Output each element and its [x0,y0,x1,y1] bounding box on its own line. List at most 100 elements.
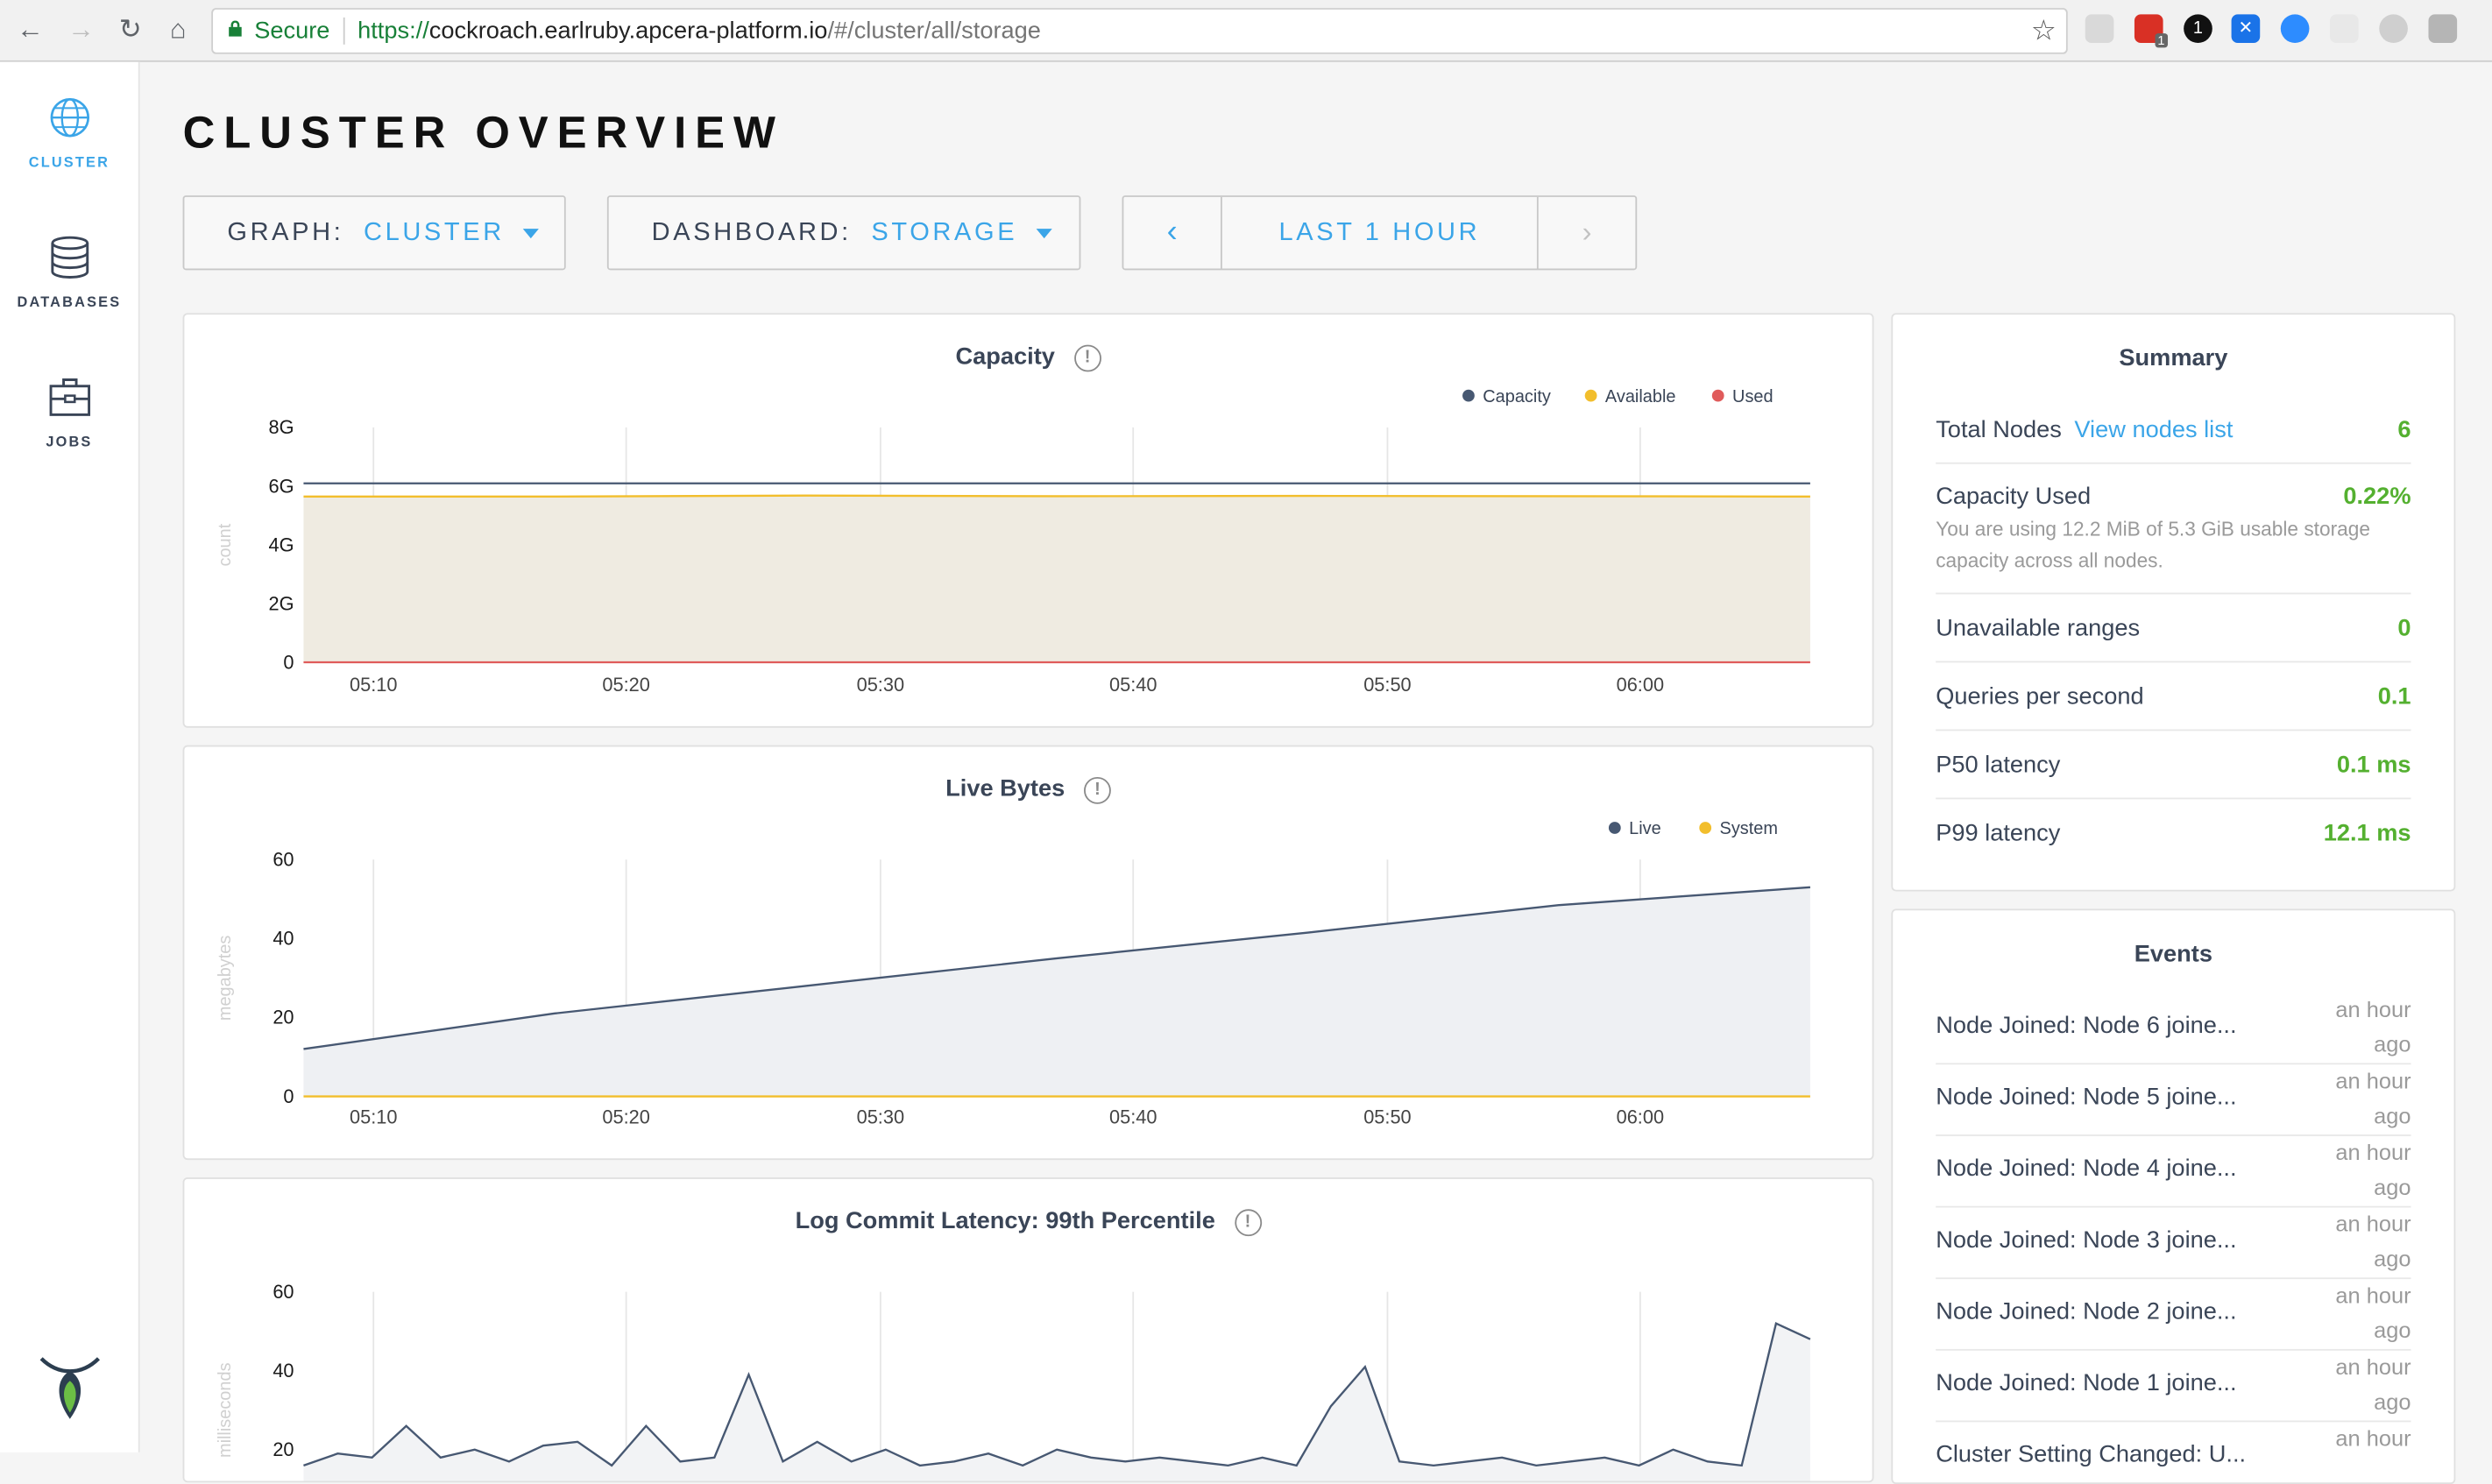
capacity-used-label: Capacity Used [1936,483,2092,511]
p99-latency-label: P99 latency [1936,819,2061,847]
info-icon[interactable]: ! [1084,776,1111,804]
chevron-down-icon [523,228,540,238]
capacity-description: You are using 12.2 MiB of 5.3 GiB usable… [1936,518,2370,572]
x-tick-label: 05:10 [350,1106,397,1127]
event-item[interactable]: Node Joined: Node 6 joine... an hour ago [1936,992,2411,1065]
y-tick-label: 0 [283,1085,294,1107]
extension-square-icon[interactable] [2428,14,2458,43]
x-tick-label: 05:40 [1109,1106,1157,1127]
extension-x-icon[interactable]: ✕ [2231,14,2261,43]
event-item[interactable]: Node Joined: Node 5 joine... an hour ago [1936,1063,2411,1136]
log-commit-latency-chart-panel: Log Commit Latency: 99th Percentile! 20 4… [182,1177,1874,1483]
series-area-available [303,495,1810,663]
unavailable-ranges-value: 0 [2397,614,2411,642]
log-commit-latency-chart: 20 40 60 milliseconds [216,1281,1811,1481]
back-arrow-icon[interactable]: ← [17,14,44,45]
capacity-used-value: 0.22% [2343,483,2411,511]
home-icon[interactable]: ⌂ [169,14,187,45]
x-tick-label: 05:50 [1363,1106,1411,1127]
extension-zoom-icon[interactable] [2280,14,2310,43]
extension-shield-icon[interactable] [2330,14,2359,43]
legend-label: Live [1629,819,1661,838]
event-item[interactable]: Node Joined: Node 1 joine... an hour ago [1936,1349,2411,1423]
briefcase-icon [48,378,90,416]
extension-icon[interactable] [2085,14,2114,43]
summary-title: Summary [2119,344,2228,372]
series-line-live [303,886,1811,1050]
events-title: Events [2134,940,2212,968]
cockroach-logo-icon [39,1357,100,1419]
x-tick-label: 05:30 [857,1106,904,1127]
x-tick-label: 05:50 [1363,674,1411,696]
series-area-live [303,887,1810,1097]
dashboard-dropdown[interactable]: DASHBOARD: STORAGE [606,195,1081,271]
sidebar-label-jobs: JOBS [46,434,93,450]
sidebar-label-cluster: CLUSTER [28,153,110,171]
previous-time-button[interactable]: ‹ [1123,196,1222,269]
event-item[interactable]: Node Joined: Node 2 joine... an hour ago [1936,1277,2411,1351]
summary-panel: Summary Total Nodes View nodes list 6 Cap… [1891,313,2456,892]
extension-person-icon[interactable] [2379,14,2408,43]
y-tick-label: 20 [273,1438,294,1460]
series-area-latency [303,1323,1810,1481]
queries-per-second-label: Queries per second [1936,682,2144,710]
summary-row-p50-latency: P50 latency 0.1 ms [1936,751,2411,800]
x-tick-label: 05:20 [602,1106,649,1127]
x-tick-label: 06:00 [1617,1106,1664,1127]
live-bytes-chart-panel: Live Bytes! 0 20 40 60 megabytes 05:10 05:20 05… [182,745,1874,1161]
legend-label: Available [1605,387,1676,406]
summary-row-p99-latency: P99 latency 12.1 ms [1936,820,2411,866]
y-axis-label: megabytes [216,936,235,1021]
summary-row-unavailable-ranges: Unavailable ranges 0 [1936,614,2411,663]
series-line-available [303,494,1810,498]
p50-latency-value: 0.1 ms [2336,751,2411,779]
legend-swatch [1584,389,1597,402]
capacity-chart: 0 2G 4G 6G 8G count 05:10 05:20 05:30 05:40 05:50 0… [216,387,1810,696]
url-divider [343,17,345,45]
bookmark-star-icon[interactable]: ☆ [2030,14,2057,46]
sidebar-item-cluster[interactable]: CLUSTER [0,95,138,170]
time-range-picker: ‹ LAST 1 HOUR › [1122,195,1638,271]
view-nodes-link[interactable]: View nodes list [2074,416,2234,444]
y-axis-label: milliseconds [216,1362,235,1458]
time-range-label[interactable]: LAST 1 HOUR [1278,219,1481,247]
forward-arrow-icon[interactable]: → [67,14,95,45]
extension-lock-icon[interactable]: 1 [2134,14,2169,48]
globe-icon [49,98,89,138]
summary-row-total-nodes: Total Nodes View nodes list 6 [1936,416,2411,464]
dashboard-dropdown-text: DASHBOARD: STORAGE [652,197,1053,269]
y-tick-label: 60 [273,849,294,871]
total-nodes-value: 6 [2397,416,2411,444]
legend-label: Used [1732,387,1773,406]
address-bar[interactable]: Secure https://cockroach.earlruby.apcera… [211,8,2068,54]
sidebar-item-databases[interactable]: DATABASES [0,235,138,310]
x-tick-label: 05:40 [1109,674,1157,696]
browser-toolbar: ← → ↻ ⌂ Secure https://cockroach.earlrub… [0,0,2492,62]
x-tick-label: 05:20 [602,674,649,696]
capacity-chart-panel: Capacity! 0 2G 4G 6G 8G count 05:10 05:20 05:30 0… [182,313,1874,728]
legend-label: System [1720,819,1778,838]
event-item[interactable]: Node Joined: Node 4 joine... an hour ago [1936,1134,2411,1208]
info-icon[interactable]: ! [1073,344,1101,372]
y-tick-label: 4G [269,534,294,555]
y-tick-label: 60 [273,1281,294,1303]
y-tick-label: 40 [273,928,294,950]
log-commit-latency-chart-title: Log Commit Latency: 99th Percentile! [184,1207,1872,1237]
extension-dark-icon[interactable]: 1 [2184,14,2212,43]
next-time-button[interactable]: › [1536,196,1635,269]
summary-row-queries-per-second: Queries per second 0.1 [1936,683,2411,731]
graph-dropdown[interactable]: GRAPH: CLUSTER [182,195,566,271]
sidebar-item-jobs[interactable]: JOBS [0,375,138,449]
secure-label: Secure [254,17,330,45]
page-title: CLUSTER OVERVIEW [182,108,784,158]
info-icon[interactable]: ! [1234,1209,1262,1237]
sidebar: CLUSTER DATABASES JOBS [0,61,140,1452]
url-text: https://cockroach.earlruby.apcera-platfo… [358,17,1041,45]
live-bytes-chart-title: Live Bytes! [184,775,1872,804]
p99-latency-value: 12.1 ms [2323,819,2411,847]
reload-icon[interactable]: ↻ [118,14,142,45]
live-bytes-chart: 0 20 40 60 megabytes 05:10 05:20 05:30 05:40 05:5… [216,819,1811,1127]
graph-dropdown-text: GRAPH: CLUSTER [227,197,540,269]
event-item[interactable]: Node Joined: Node 3 joine... an hour ago [1936,1206,2411,1280]
x-tick-label: 05:10 [350,674,397,696]
